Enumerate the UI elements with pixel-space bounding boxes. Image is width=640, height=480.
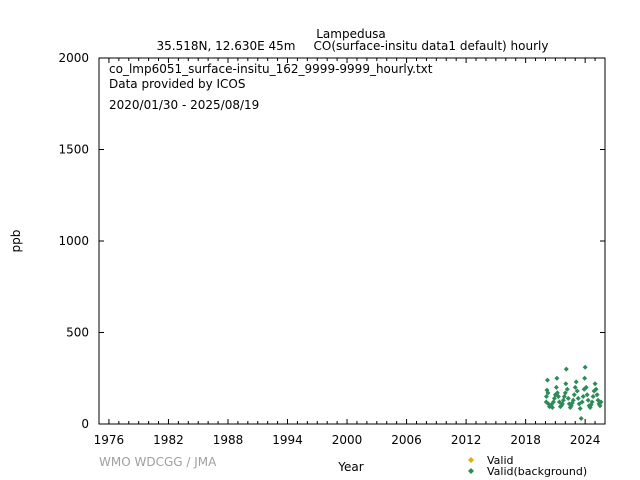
data-point [589, 399, 595, 405]
data-point [543, 394, 549, 400]
y-axis-label: ppb [9, 230, 23, 253]
y-tick-label: 500 [66, 326, 89, 340]
data-point [571, 392, 577, 398]
data-point [563, 381, 569, 387]
data-point [578, 416, 584, 422]
data-point [598, 399, 604, 405]
x-tick-label: 1988 [213, 433, 244, 447]
x-tick-label: 2012 [451, 433, 482, 447]
station-location: 35.518N, 12.630E 45m [157, 39, 296, 53]
data-point [597, 403, 603, 409]
plot-frame [98, 57, 606, 425]
data-point [562, 390, 568, 396]
data-point [580, 394, 586, 400]
legend-marker-background [468, 468, 474, 474]
data-point [572, 384, 578, 390]
data-points [543, 364, 604, 422]
data-point [573, 379, 579, 385]
data-point [561, 394, 567, 400]
data-point [563, 366, 569, 372]
data-point [583, 384, 589, 390]
data-point [551, 395, 557, 401]
legend-label-background: Valid(background) [487, 465, 587, 478]
y-tick-label: 0 [81, 417, 89, 431]
station-title: Lampedusa [316, 27, 386, 41]
data-point [545, 390, 551, 396]
data-point [555, 394, 561, 400]
data-point [593, 386, 599, 392]
data-point [554, 375, 560, 381]
data-period: 2020/01/30 - 2025/08/19 [109, 98, 259, 112]
data-point [582, 375, 588, 381]
x-axis-label: Year [337, 460, 363, 474]
data-point [582, 364, 588, 370]
legend: Valid Valid(background) [468, 454, 587, 478]
data-point [584, 392, 590, 398]
data-provider: Data provided by ICOS [109, 77, 245, 91]
data-point [594, 392, 600, 398]
data-point [590, 394, 596, 400]
y-tick-label: 1500 [58, 143, 89, 157]
data-point [559, 401, 565, 407]
x-tick-label: 2018 [510, 433, 541, 447]
x-tick-label: 2024 [570, 433, 601, 447]
file-name: co_lmp6051_surface-insitu_162_9999-9999_… [109, 62, 433, 76]
data-point [544, 377, 550, 383]
y-tick-label: 1000 [58, 234, 89, 248]
data-point [560, 397, 566, 403]
x-tick-label: 2006 [391, 433, 422, 447]
x-tick-label: 1976 [94, 433, 125, 447]
legend-label-valid: Valid [487, 454, 514, 467]
data-point [564, 386, 570, 392]
data-point [579, 399, 585, 405]
data-point [565, 395, 571, 401]
x-tick-label: 1982 [153, 433, 184, 447]
data-point [570, 397, 576, 403]
legend-marker-valid [468, 457, 474, 463]
data-point [549, 405, 555, 411]
credit-text: WMO WDCGG / JMA [99, 455, 217, 469]
data-point [550, 399, 556, 405]
data-point [585, 397, 591, 403]
data-point [554, 390, 560, 396]
data-point [574, 388, 580, 394]
y-tick-label: 2000 [58, 51, 89, 65]
data-point [577, 405, 583, 411]
data-point [575, 395, 581, 401]
axis-ticks: 0 500 1000 1500 2000 1976 1982 1988 1994 2000 2006… [58, 51, 606, 447]
dataset-title: CO(surface-insitu data1 default) hourly [314, 39, 549, 53]
x-tick-label: 1994 [272, 433, 303, 447]
x-tick-label: 2000 [332, 433, 363, 447]
data-point [592, 381, 598, 387]
data-point [553, 384, 559, 390]
